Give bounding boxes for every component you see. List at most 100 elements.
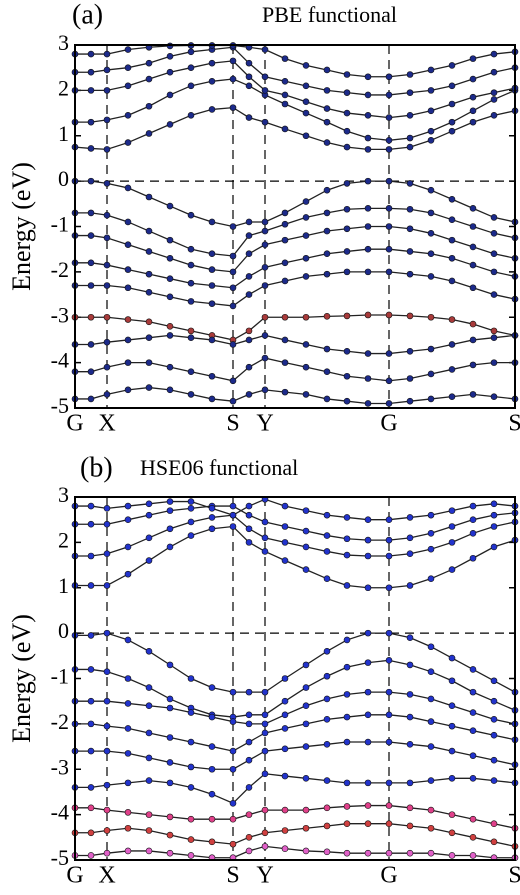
band-point: [302, 847, 310, 855]
band-point: [302, 82, 310, 90]
band-point: [103, 234, 111, 242]
band-point: [261, 806, 269, 814]
band-point: [385, 688, 393, 696]
band-point: [245, 218, 253, 226]
band-point: [469, 834, 477, 841]
band-point: [427, 743, 435, 750]
band-point: [145, 227, 153, 235]
band-point: [364, 350, 372, 357]
band-point: [124, 184, 132, 192]
band-point: [448, 62, 456, 69]
band-point: [469, 775, 477, 782]
band-point: [364, 849, 372, 857]
band-point: [124, 241, 132, 248]
y-tick-label: 3: [58, 482, 69, 507]
x-tick-label: X: [98, 411, 115, 437]
x-tick-label: G: [380, 863, 397, 889]
band-point: [261, 118, 269, 126]
band-point: [261, 332, 269, 339]
band-point: [323, 777, 331, 784]
band-point: [145, 288, 153, 296]
band-point: [281, 539, 289, 546]
band-point: [187, 675, 195, 682]
band-point: [385, 205, 393, 212]
band-point: [261, 73, 269, 81]
band-point: [343, 779, 351, 787]
band-point: [490, 393, 498, 400]
band-point: [343, 582, 351, 589]
x-tick-label: S: [508, 411, 520, 437]
band-point: [406, 804, 414, 812]
band-point: [229, 341, 237, 348]
band-point: [364, 112, 372, 119]
band-point: [385, 73, 393, 81]
band-point: [87, 313, 95, 321]
band-point: [490, 334, 498, 341]
band-point: [245, 73, 253, 81]
band-point: [427, 806, 435, 814]
band-point: [364, 311, 372, 319]
band-point: [427, 345, 435, 353]
band-point: [469, 554, 477, 562]
band-point: [187, 532, 195, 539]
band-point: [343, 551, 351, 559]
band-point: [406, 822, 414, 830]
band-point: [166, 275, 174, 282]
band-point: [323, 66, 331, 74]
band-point: [87, 118, 95, 126]
band-point: [406, 397, 414, 405]
band-point: [124, 46, 132, 53]
band-point: [469, 529, 477, 537]
band-point: [448, 341, 456, 348]
band-point: [364, 516, 372, 523]
band-point: [281, 100, 289, 108]
band-point: [145, 811, 153, 818]
band-point: [87, 632, 95, 639]
band-point: [187, 261, 195, 269]
band-point: [323, 511, 331, 519]
band-point: [281, 845, 289, 852]
band-line: [75, 823, 516, 848]
band-point: [427, 186, 435, 194]
band-point: [245, 363, 253, 371]
y-tick-label: -5: [51, 393, 69, 418]
band-point: [385, 711, 393, 719]
band-point: [490, 230, 498, 237]
band-point: [302, 507, 310, 514]
band-point: [323, 105, 331, 112]
x-tick-label: Y: [256, 411, 273, 437]
band-point: [343, 514, 351, 521]
band-point: [490, 820, 498, 828]
band-point: [385, 114, 393, 121]
band-point: [302, 109, 310, 117]
band-point: [302, 720, 310, 728]
band-point: [448, 566, 456, 573]
band-point: [208, 765, 216, 773]
band-point: [364, 223, 372, 230]
band-point: [302, 98, 310, 106]
band-point: [103, 827, 111, 834]
band-point: [103, 363, 111, 371]
band-point: [208, 336, 216, 344]
band-point: [281, 388, 289, 396]
band-point: [323, 822, 331, 830]
band-point: [145, 102, 153, 110]
band-point: [229, 223, 237, 230]
band-point: [166, 202, 174, 210]
x-tick-label: G: [66, 863, 83, 889]
band-line: [75, 691, 516, 725]
band-point: [124, 824, 132, 832]
y-tick-label: 1: [58, 121, 69, 146]
band-point: [343, 109, 351, 117]
band-point: [364, 91, 372, 99]
band-point: [87, 282, 95, 289]
band-point: [103, 781, 111, 789]
band-point: [124, 636, 132, 644]
band-point: [124, 700, 132, 707]
band-point: [302, 543, 310, 551]
band-point: [343, 248, 351, 255]
band-point: [208, 78, 216, 85]
band-point: [469, 688, 477, 696]
band-point: [323, 186, 331, 194]
band-point: [187, 48, 195, 56]
